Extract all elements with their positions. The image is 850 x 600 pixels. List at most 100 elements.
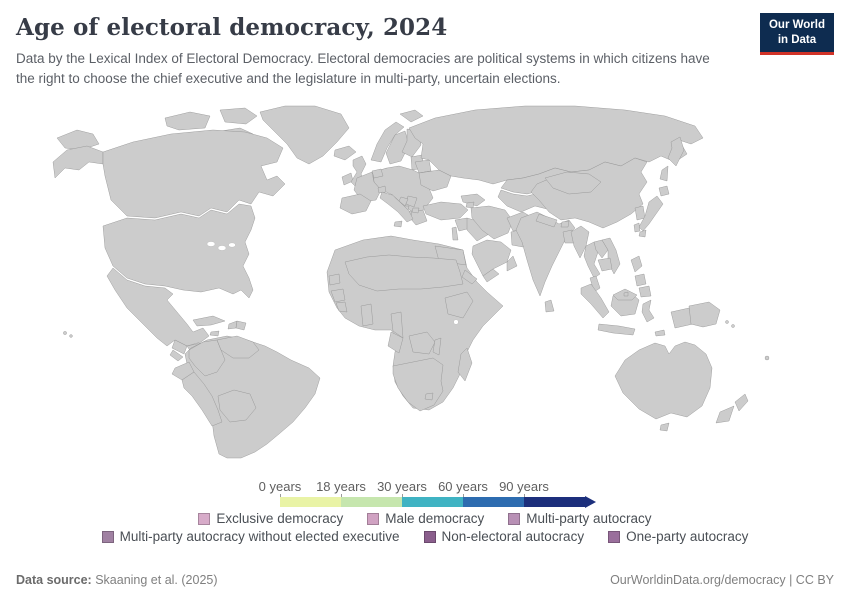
country-solomon-islands-1[interactable] bbox=[725, 320, 729, 324]
country-svalbard[interactable] bbox=[399, 109, 424, 123]
legend-item-multi_party_autocracy[interactable]: Multi-party autocracy bbox=[508, 511, 652, 526]
country-madagascar[interactable] bbox=[457, 347, 473, 382]
country-usa-hawaii-2[interactable] bbox=[69, 334, 73, 338]
country-indonesia-sulawesi[interactable] bbox=[641, 299, 655, 323]
country-gabon-congo[interactable] bbox=[387, 331, 404, 354]
country-new-zealand-north[interactable] bbox=[734, 393, 749, 412]
country-solomon-islands-2[interactable] bbox=[731, 324, 735, 328]
country-turkey[interactable] bbox=[422, 201, 469, 221]
legend-label: Male democracy bbox=[385, 511, 485, 526]
country-cambodia[interactable] bbox=[597, 257, 613, 272]
country-venezuela[interactable] bbox=[216, 335, 260, 359]
country-saudi-arabia[interactable] bbox=[471, 239, 512, 277]
country-usa-alaska[interactable] bbox=[52, 145, 104, 179]
country-ghana[interactable] bbox=[360, 303, 374, 327]
country-mongolia[interactable] bbox=[544, 171, 602, 195]
country-guinea[interactable] bbox=[330, 288, 346, 303]
country-sierra-leone-liberia[interactable] bbox=[335, 301, 348, 313]
country-canada[interactable] bbox=[102, 129, 286, 219]
country-dominican-republic[interactable] bbox=[235, 320, 247, 331]
country-armenia[interactable] bbox=[465, 201, 475, 209]
country-zambia[interactable] bbox=[408, 331, 436, 355]
country-bhutan[interactable] bbox=[560, 220, 570, 228]
country-indonesia-sumatra[interactable] bbox=[580, 283, 610, 319]
country-papua-new-guinea[interactable] bbox=[688, 301, 721, 328]
great-lakes-3 bbox=[228, 242, 236, 248]
country-iceland[interactable] bbox=[333, 145, 357, 161]
country-haiti[interactable] bbox=[227, 320, 238, 330]
country-lesotho[interactable] bbox=[424, 392, 434, 401]
country-russia-chukotka[interactable] bbox=[56, 129, 100, 151]
region-central-eastern-europe[interactable] bbox=[372, 165, 436, 217]
country-usa[interactable] bbox=[102, 203, 256, 299]
country-australia-tasmania[interactable] bbox=[659, 422, 670, 432]
legend-item-non_electoral_autocracy[interactable]: Non-electoral autocracy bbox=[423, 529, 584, 544]
country-japan-honshu[interactable] bbox=[638, 195, 664, 232]
country-italy[interactable] bbox=[379, 191, 414, 223]
country-eritrea[interactable] bbox=[461, 269, 478, 285]
country-yemen[interactable] bbox=[482, 268, 500, 283]
legend-item-male_democracy[interactable]: Male democracy bbox=[367, 511, 484, 526]
country-vietnam[interactable] bbox=[601, 237, 621, 275]
country-kenya[interactable] bbox=[444, 291, 474, 319]
country-japan-hokkaido[interactable] bbox=[658, 185, 670, 197]
legend-tick-label: 30 years bbox=[377, 479, 427, 494]
country-russia-sakhalin[interactable] bbox=[659, 165, 669, 182]
country-australia[interactable] bbox=[614, 341, 713, 420]
country-philippines-mindanao[interactable] bbox=[638, 285, 652, 298]
country-colombia[interactable] bbox=[188, 339, 226, 377]
legend-segment-age_0_18[interactable] bbox=[280, 497, 341, 507]
country-philippines-luzon[interactable] bbox=[630, 255, 643, 273]
legend-item-multi_party_autocracy_no_elected_exec[interactable]: Multi-party autocracy without elected ex… bbox=[101, 529, 400, 544]
country-switzerland[interactable] bbox=[377, 185, 387, 194]
country-canada-arctic-2[interactable] bbox=[219, 107, 258, 125]
country-senegal[interactable] bbox=[328, 273, 341, 286]
legend-item-one_party_autocracy[interactable]: One-party autocracy bbox=[608, 529, 748, 544]
country-italy-sicily[interactable] bbox=[393, 220, 403, 228]
country-peru[interactable] bbox=[181, 371, 223, 427]
region-benelux[interactable] bbox=[371, 168, 384, 179]
country-usa-hawaii[interactable] bbox=[63, 331, 67, 335]
region-sahel[interactable] bbox=[344, 254, 464, 292]
legend-segment-age_60_90[interactable] bbox=[463, 497, 524, 507]
country-sri-lanka[interactable] bbox=[544, 299, 555, 313]
country-taiwan[interactable] bbox=[633, 222, 641, 233]
country-new-zealand-south[interactable] bbox=[715, 405, 735, 424]
country-jamaica[interactable] bbox=[209, 330, 220, 337]
country-brunei[interactable] bbox=[623, 291, 629, 297]
country-nepal[interactable] bbox=[535, 213, 558, 228]
country-russia-kamchatka[interactable] bbox=[667, 136, 685, 167]
legend-segment-age_18_30[interactable] bbox=[341, 497, 402, 507]
legend-item-exclusive_democracy[interactable]: Exclusive democracy bbox=[198, 511, 343, 526]
country-belarus[interactable] bbox=[414, 159, 432, 174]
country-timor-leste[interactable] bbox=[654, 329, 666, 337]
country-greenland[interactable] bbox=[259, 105, 350, 165]
country-oman[interactable] bbox=[506, 255, 518, 272]
country-fiji[interactable] bbox=[764, 355, 770, 361]
country-ireland[interactable] bbox=[341, 172, 354, 186]
legend-segment-age_30_60[interactable] bbox=[402, 497, 463, 507]
country-japan-kyushu[interactable] bbox=[638, 229, 647, 238]
country-guatemala[interactable] bbox=[171, 339, 188, 355]
country-iran[interactable] bbox=[470, 205, 514, 240]
country-bolivia[interactable] bbox=[217, 389, 257, 423]
country-cuba[interactable] bbox=[192, 315, 226, 327]
country-mexico[interactable] bbox=[106, 267, 210, 347]
country-indonesia-java[interactable] bbox=[597, 323, 636, 336]
country-malawi[interactable] bbox=[432, 337, 442, 356]
country-el-salvador[interactable] bbox=[169, 349, 184, 362]
country-norway[interactable] bbox=[370, 121, 405, 163]
legend-label: Exclusive democracy bbox=[216, 511, 344, 526]
country-south-korea[interactable] bbox=[634, 205, 646, 221]
numeric-legend: 0 years 18 years 30 years 60 years 90 years bbox=[253, 479, 603, 508]
world-map-container bbox=[15, 100, 835, 475]
country-north-macedonia[interactable] bbox=[411, 207, 420, 214]
cat-legend-row-1: Multi-party autocracy without elected ex… bbox=[0, 529, 850, 544]
country-philippines-visayas[interactable] bbox=[634, 273, 647, 287]
country-canada-arctic-1[interactable] bbox=[164, 111, 211, 131]
region-iberia[interactable] bbox=[339, 193, 372, 215]
legend-segment-age_90_plus[interactable] bbox=[524, 497, 585, 507]
country-israel[interactable] bbox=[451, 226, 459, 241]
country-sweden[interactable] bbox=[385, 130, 410, 165]
